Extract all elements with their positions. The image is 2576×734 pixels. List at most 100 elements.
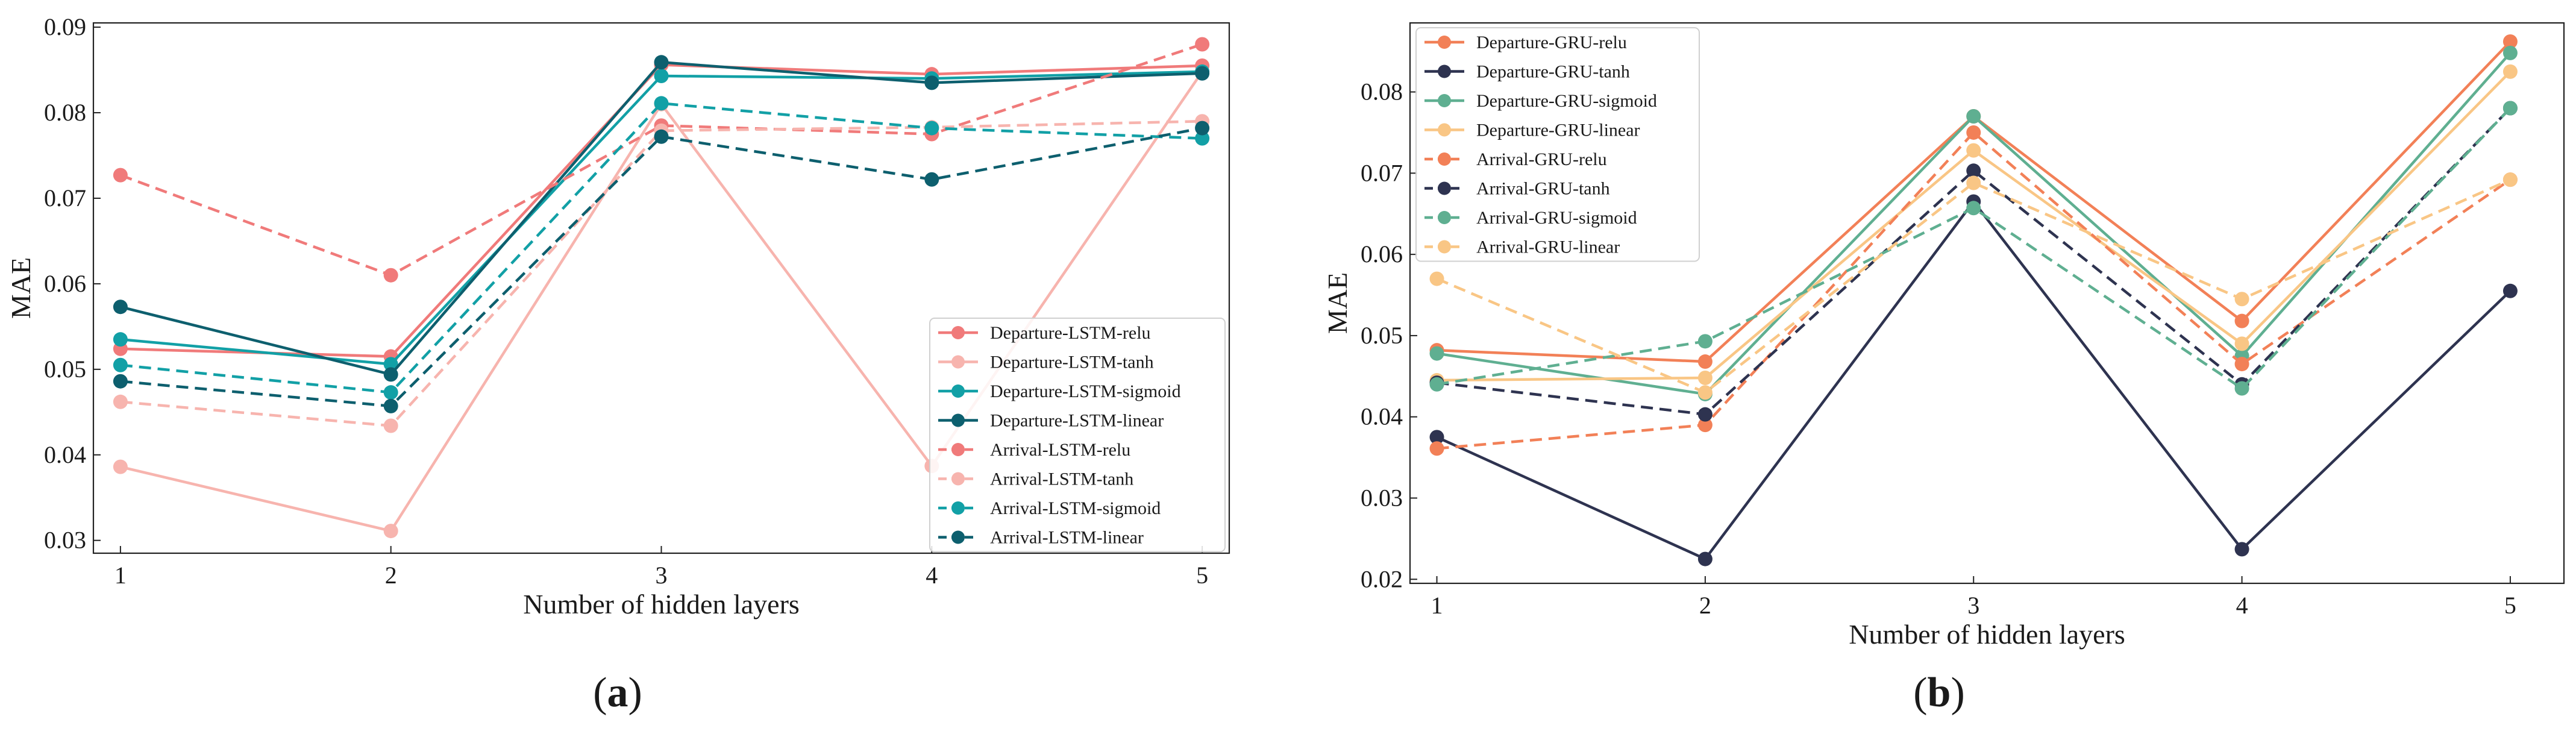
data-point [1966, 143, 1981, 158]
legend: Departure-LSTM-relu Departure-LSTM-tanh De… [929, 318, 1226, 553]
legend-marker [1438, 181, 1451, 195]
data-point [654, 55, 669, 70]
panel-label: (b) [1913, 670, 1965, 716]
data-point [383, 367, 398, 382]
legend-label: Departure-GRU-tanh [1476, 62, 1630, 82]
series-line [1437, 131, 2512, 450]
legend-item: Arrival-LSTM-sigmoid [938, 498, 1161, 518]
legend-label: Arrival-GRU-sigmoid [1476, 208, 1637, 228]
data-point [113, 332, 128, 347]
panel-label: (a) [593, 670, 642, 716]
legend-label: Arrival-LSTM-linear [990, 528, 1144, 548]
data-point [1966, 125, 1981, 140]
legend-item: Departure-GRU-sigmoid [1424, 91, 1657, 111]
legend-label: Departure-LSTM-sigmoid [990, 381, 1181, 401]
data-point [1697, 551, 1713, 566]
legend-label: Departure-GRU-linear [1476, 121, 1640, 140]
data-point [924, 75, 939, 90]
legend-marker [1438, 123, 1451, 137]
x-tick-label: 2 [1699, 592, 1711, 619]
legend-item: Departure-LSTM-linear [938, 411, 1164, 431]
data-point [2502, 64, 2518, 79]
legend-label: Arrival-LSTM-sigmoid [990, 498, 1161, 518]
data-point [1966, 109, 1981, 124]
x-tick-label: 1 [114, 562, 127, 589]
plot-frame [1409, 22, 2565, 585]
legend-item: Departure-LSTM-sigmoid [938, 381, 1181, 401]
data-point [2234, 313, 2249, 328]
data-point [1697, 354, 1713, 369]
legend-label: Departure-GRU-sigmoid [1476, 91, 1657, 111]
panel-label-letter: a [607, 670, 628, 716]
x-tick-label: 1 [1431, 592, 1443, 619]
data-point [654, 69, 669, 83]
x-tick-label: 4 [2236, 592, 2248, 619]
data-point [113, 357, 128, 372]
legend-label: Departure-LSTM-relu [990, 323, 1151, 343]
legend-label: Departure-GRU-relu [1476, 33, 1627, 52]
series-line [120, 119, 1203, 427]
x-axis-title: Number of hidden layers [523, 589, 800, 620]
chart-panel-a: 0.03 0.04 0.05 0.06 0.07 0.08 0.09 1 2 3 4 5 Number … [5, 13, 1230, 716]
x-tick-label: 5 [1196, 562, 1208, 589]
data-point [383, 398, 398, 413]
series-Arrival-GRU-relu [1429, 125, 2518, 456]
legend-marker [951, 326, 965, 339]
legend-marker [951, 443, 965, 456]
data-point [113, 168, 128, 183]
series-line [1436, 178, 2511, 394]
data-point [1195, 121, 1210, 136]
y-tick-label: 0.07 [44, 184, 86, 212]
x-tick-label: 3 [1967, 592, 1979, 619]
legend-label: Arrival-LSTM-tanh [990, 469, 1133, 489]
legend-item: Arrival-GRU-linear [1424, 237, 1620, 257]
data-point [2502, 45, 2518, 60]
series-line [120, 127, 1203, 408]
series-Arrival-GRU-linear [1429, 172, 2518, 400]
data-point [1697, 418, 1713, 433]
panel-label-close: ) [628, 670, 642, 716]
data-point [1966, 175, 1981, 190]
data-point [1429, 430, 1444, 445]
data-point [383, 385, 398, 400]
data-point [1429, 377, 1444, 392]
y-tick-label: 0.09 [44, 13, 86, 40]
legend-label: Arrival-GRU-linear [1476, 237, 1620, 257]
y-tick-label: 0.02 [1361, 565, 1403, 592]
legend-item: Arrival-GRU-relu [1424, 149, 1607, 169]
legend-marker [1438, 94, 1451, 107]
legend-label: Arrival-LSTM-relu [990, 440, 1130, 460]
panel-label-open: ( [593, 670, 607, 716]
data-point [1429, 271, 1444, 286]
legend-item: Arrival-LSTM-linear [938, 528, 1144, 548]
data-point [1697, 334, 1713, 349]
legend-item: Arrival-GRU-sigmoid [1424, 208, 1637, 228]
legend-label: Departure-LSTM-linear [990, 411, 1164, 431]
data-point [1429, 441, 1444, 456]
panel-label-open: ( [1913, 670, 1927, 716]
series-Departure-LSTM-linear [113, 55, 1210, 382]
y-tick-label: 0.04 [44, 441, 86, 468]
y-tick-label: 0.04 [1361, 403, 1403, 430]
data-point [1697, 385, 1713, 400]
y-tick-label: 0.06 [1361, 240, 1403, 268]
legend-marker [1438, 152, 1451, 166]
legend-item: Arrival-GRU-tanh [1424, 179, 1610, 199]
y-tick-label: 0.08 [44, 99, 86, 126]
data-point [1966, 163, 1981, 178]
x-tick-label: 3 [656, 562, 668, 589]
y-tick-label: 0.07 [1361, 159, 1403, 186]
legend-box [1415, 27, 1700, 262]
legend-box [929, 318, 1226, 553]
y-tick-label: 0.05 [44, 356, 86, 383]
series-line [1437, 107, 2512, 416]
y-tick-label: 0.03 [44, 527, 86, 554]
data-point [1195, 131, 1210, 146]
data-point [1429, 346, 1444, 361]
y-tick-label: 0.05 [1361, 322, 1403, 349]
data-point [2234, 357, 2249, 372]
y-tick-label: 0.06 [44, 270, 86, 297]
legend-marker [951, 384, 965, 398]
legend-marker [1438, 240, 1451, 254]
